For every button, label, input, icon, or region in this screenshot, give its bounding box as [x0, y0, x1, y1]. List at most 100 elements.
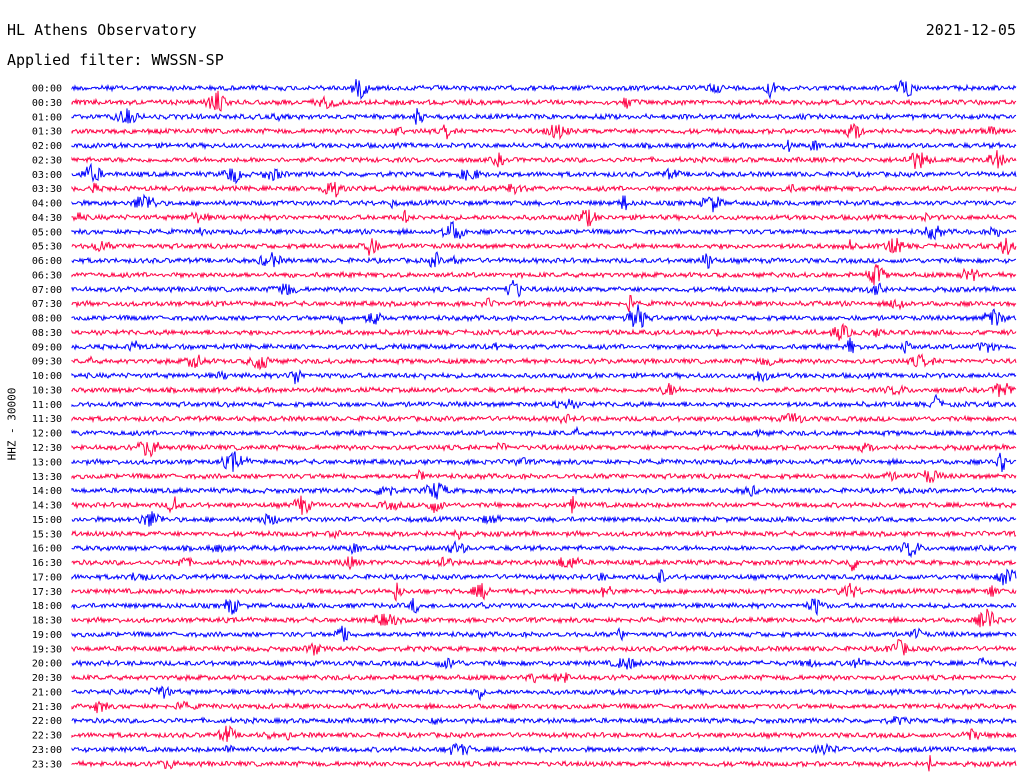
seismic-trace: [71, 181, 1017, 198]
trace-time-label: 10:00: [32, 371, 62, 382]
trace-time-label: 05:30: [32, 242, 62, 253]
seismic-trace: [71, 742, 1017, 756]
seismic-trace: [71, 657, 1017, 670]
trace-time-label: 18:00: [32, 601, 62, 612]
trace-time-label: 11:30: [32, 414, 62, 425]
filter-label: Applied filter: WWSSN-SP: [7, 51, 224, 69]
seismic-trace: [71, 304, 1017, 328]
seismic-trace: [71, 425, 1017, 438]
station-title: HL Athens Observatory: [7, 21, 197, 39]
seismic-trace: [71, 162, 1017, 185]
trace-time-label: 12:00: [32, 429, 62, 440]
seismic-trace: [71, 468, 1017, 484]
trace-time-label: 03:30: [32, 184, 62, 195]
seismic-trace: [71, 108, 1017, 125]
seismic-trace: [71, 122, 1017, 141]
trace-time-label: 00:30: [32, 98, 62, 109]
seismic-trace: [71, 369, 1017, 385]
trace-time-label: 07:00: [32, 285, 62, 296]
seismic-trace: [71, 79, 1017, 101]
trace-time-label: 03:00: [32, 170, 62, 181]
seismic-trace: [71, 193, 1017, 213]
seismic-trace: [71, 715, 1017, 726]
trace-time-label: 16:30: [32, 558, 62, 569]
trace-time-label: 19:30: [32, 644, 62, 655]
seismic-trace: [71, 237, 1017, 256]
seismic-trace: [71, 263, 1017, 285]
trace-time-label: 08:00: [32, 314, 62, 325]
trace-time-label: 17:30: [32, 587, 62, 598]
seismic-trace: [71, 251, 1017, 269]
trace-time-label: 08:30: [32, 328, 62, 339]
trace-time-label: 14:00: [32, 486, 62, 497]
tick-label-group: 00:00 00:30 01:00 01:30 02:00 02:30 03:00 03:30…: [32, 84, 62, 771]
trace-time-label: 20:30: [32, 673, 62, 684]
trace-time-label: 01:00: [32, 112, 62, 123]
seismic-trace: [71, 625, 1017, 642]
trace-time-label: 02:30: [32, 155, 62, 166]
seismic-trace: [71, 639, 1017, 656]
seismic-trace: [71, 482, 1017, 500]
trace-time-label: 01:30: [32, 127, 62, 138]
trace-time-label: 06:30: [32, 270, 62, 281]
seismic-trace: [71, 495, 1017, 515]
trace-time-label: 09:00: [32, 342, 62, 353]
seismic-trace: [71, 353, 1017, 371]
trace-time-label: 15:00: [32, 515, 62, 526]
seismic-trace: [71, 220, 1017, 241]
trace-time-label: 11:00: [32, 400, 62, 411]
trace-time-label: 06:00: [32, 256, 62, 267]
seismic-trace: [71, 139, 1017, 152]
seismic-trace: [71, 441, 1017, 458]
trace-time-label: 13:30: [32, 472, 62, 483]
seismic-trace: [71, 337, 1017, 354]
trace-time-label: 00:00: [32, 84, 62, 95]
trace-time-label: 16:00: [32, 544, 62, 555]
trace-time-label: 09:30: [32, 357, 62, 368]
seismic-trace: [71, 528, 1017, 541]
seismic-trace: [71, 608, 1017, 628]
trace-time-label: 07:30: [32, 299, 62, 310]
trace-time-label: 22:30: [32, 731, 62, 742]
seismic-trace: [71, 582, 1017, 603]
trace-group: [71, 79, 1017, 772]
trace-time-label: 21:30: [32, 702, 62, 713]
seismic-trace: [71, 700, 1017, 714]
seismic-trace: [71, 725, 1017, 743]
trace-time-label: 05:00: [32, 227, 62, 238]
trace-time-label: 17:00: [32, 572, 62, 583]
trace-time-label: 21:00: [32, 687, 62, 698]
seismic-trace: [71, 672, 1017, 684]
trace-time-label: 02:00: [32, 141, 62, 152]
seismic-trace: [71, 382, 1017, 397]
trace-time-label: 13:00: [32, 457, 62, 468]
seismic-trace: [71, 322, 1017, 341]
seismic-trace: [71, 755, 1017, 772]
trace-time-label: 10:30: [32, 385, 62, 396]
seismic-trace: [71, 511, 1017, 527]
trace-time-label: 20:00: [32, 659, 62, 670]
trace-time-label: 12:30: [32, 443, 62, 454]
seismic-trace: [71, 568, 1017, 586]
seismic-trace: [71, 540, 1017, 559]
trace-time-label: 23:30: [32, 759, 62, 770]
trace-time-label: 19:00: [32, 630, 62, 641]
seismic-trace: [71, 393, 1017, 409]
seismic-trace: [71, 413, 1017, 425]
trace-time-label: 04:30: [32, 213, 62, 224]
trace-time-label: 22:00: [32, 716, 62, 727]
seismic-trace: [71, 685, 1017, 701]
seismic-trace: [71, 279, 1017, 298]
date-label: 2021-12-05: [925, 21, 1016, 39]
seismic-trace: [71, 294, 1017, 312]
seismic-trace: [71, 209, 1017, 227]
trace-time-label: 04:00: [32, 199, 62, 210]
seismic-trace: [71, 90, 1017, 112]
seismic-trace: [71, 451, 1017, 473]
trace-time-label: 18:30: [32, 616, 62, 627]
seismic-trace: [71, 598, 1017, 617]
trace-time-label: 15:30: [32, 529, 62, 540]
seismic-trace: [71, 556, 1017, 572]
trace-time-label: 14:30: [32, 501, 62, 512]
